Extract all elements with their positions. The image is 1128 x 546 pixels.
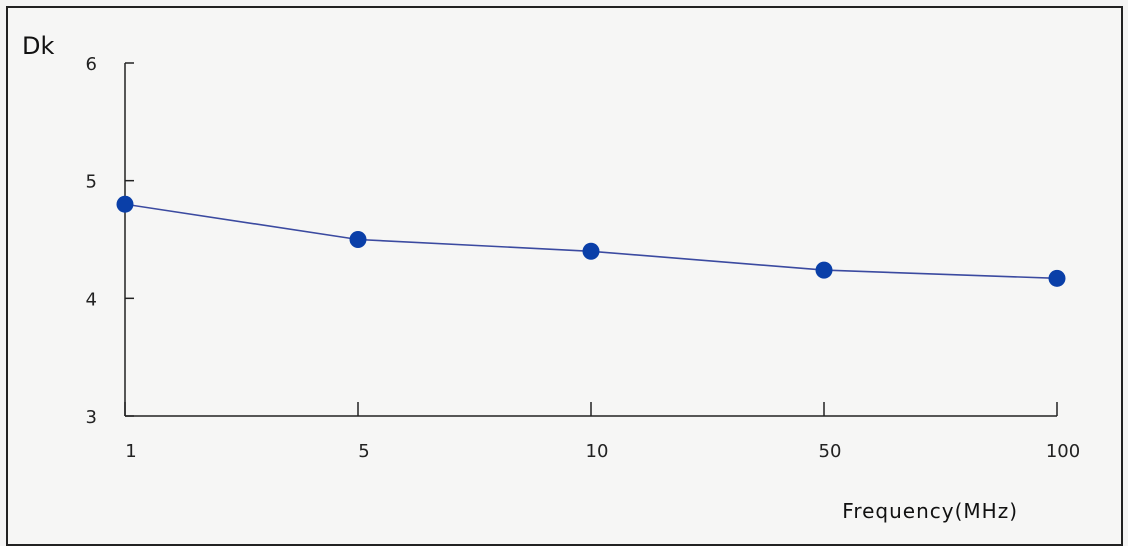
series-group [116, 195, 1066, 287]
y-axis-title: Dk [22, 32, 54, 60]
data-point [116, 195, 134, 213]
labels-group: 3 4 5 6 1 5 10 50 100 Dk Frequency(MHz) [22, 32, 1080, 523]
x-axis-title: Frequency(MHz) [842, 499, 1018, 523]
series-line [124, 203, 1058, 280]
x-tick-label: 100 [1046, 441, 1080, 462]
data-point [815, 261, 833, 279]
chart-frame [6, 6, 1123, 546]
y-tick-label: 6 [86, 54, 97, 75]
y-tick-label: 3 [86, 407, 97, 428]
data-point [1048, 269, 1066, 287]
data-point [349, 231, 367, 248]
axes [124, 62, 1058, 417]
x-tick-label: 10 [586, 441, 609, 462]
data-point [582, 242, 600, 260]
x-tick-label: 1 [125, 441, 136, 462]
y-tick-label: 5 [86, 172, 97, 193]
y-tick-label: 4 [86, 289, 97, 310]
x-tick-label: 50 [819, 441, 842, 462]
x-tick-label: 5 [358, 441, 369, 462]
